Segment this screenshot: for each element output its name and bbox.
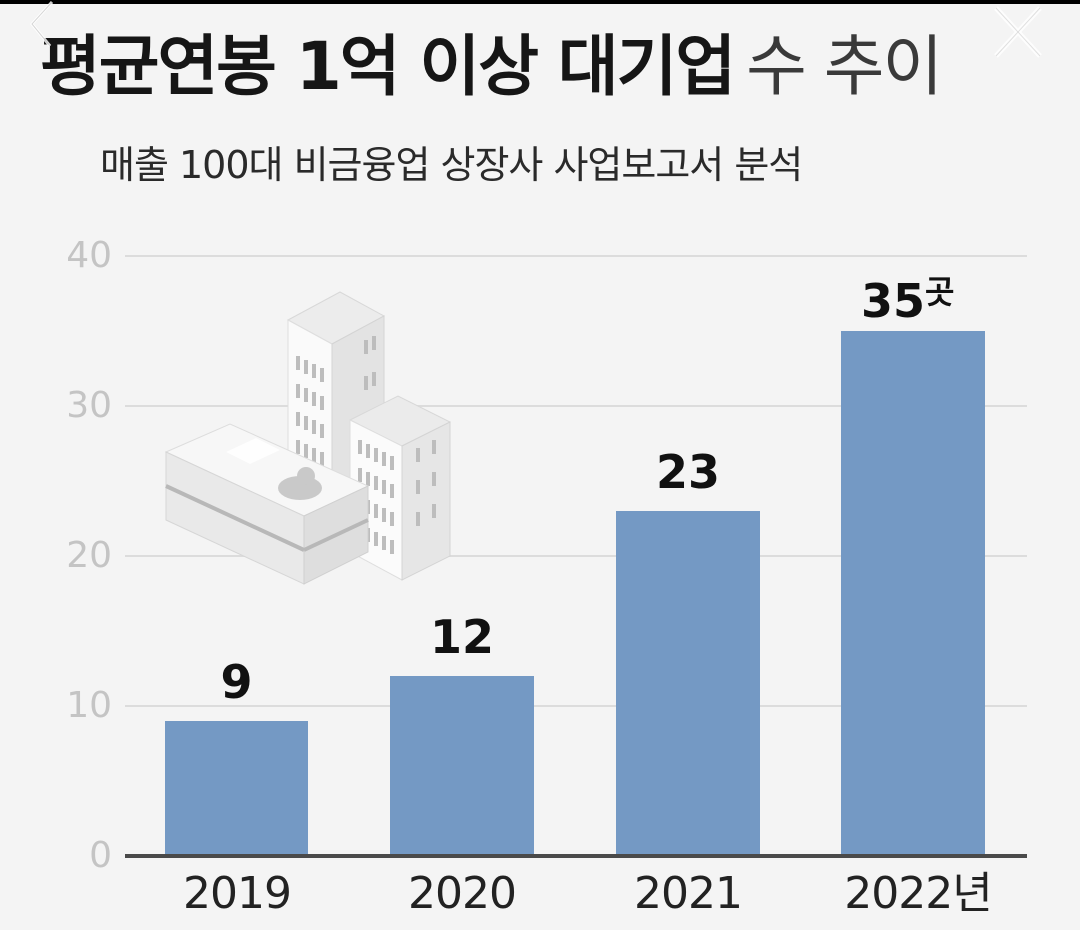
top-status-strip (0, 0, 1080, 4)
y-tick-30: 30 (66, 385, 112, 426)
y-tick-40: 40 (66, 235, 112, 276)
close-icon[interactable] (990, 4, 1046, 60)
title-light: 수 추이 (746, 28, 943, 105)
bar-2022 (841, 331, 985, 856)
bar-2020 (390, 676, 534, 856)
bar-label-2019: 9 (165, 656, 308, 708)
bar-value: 23 (655, 445, 720, 499)
gridline-40 (125, 255, 1027, 257)
x-tick-2020: 2020 (408, 868, 517, 919)
chart-subtitle: 매출 100대 비금융업 상장사 사업보고서 분석 (100, 143, 803, 187)
y-tick-20: 20 (66, 535, 112, 576)
x-tick-2022: 2022년 (844, 868, 992, 919)
gridline-10 (125, 705, 1027, 707)
y-tick-0: 0 (89, 835, 112, 876)
x-tick-2021: 2021 (634, 868, 743, 919)
back-arrow-icon[interactable] (26, 0, 66, 50)
bar-label-2020: 12 (390, 611, 534, 663)
gridline-30 (125, 405, 1027, 407)
bar-label-2022: 35곳 (841, 266, 1031, 327)
chart-title: 평균연봉 1억 이상 대기업 수 추이 (40, 22, 943, 112)
x-tick-2019: 2019 (183, 868, 292, 919)
bar-unit: 곳 (925, 273, 955, 311)
buildings-and-money-illustration (164, 291, 452, 585)
bar-2021 (616, 511, 760, 856)
bar-value: 35 (861, 274, 926, 328)
gridline-20 (125, 555, 1027, 557)
bar-2019 (165, 721, 308, 856)
bar-label-2021: 23 (616, 446, 760, 498)
bar-value: 12 (429, 610, 494, 664)
bar-value: 9 (220, 655, 253, 709)
y-tick-10: 10 (66, 685, 112, 726)
title-bold: 평균연봉 1억 이상 대기업 (40, 28, 736, 105)
x-axis-line (125, 854, 1027, 858)
